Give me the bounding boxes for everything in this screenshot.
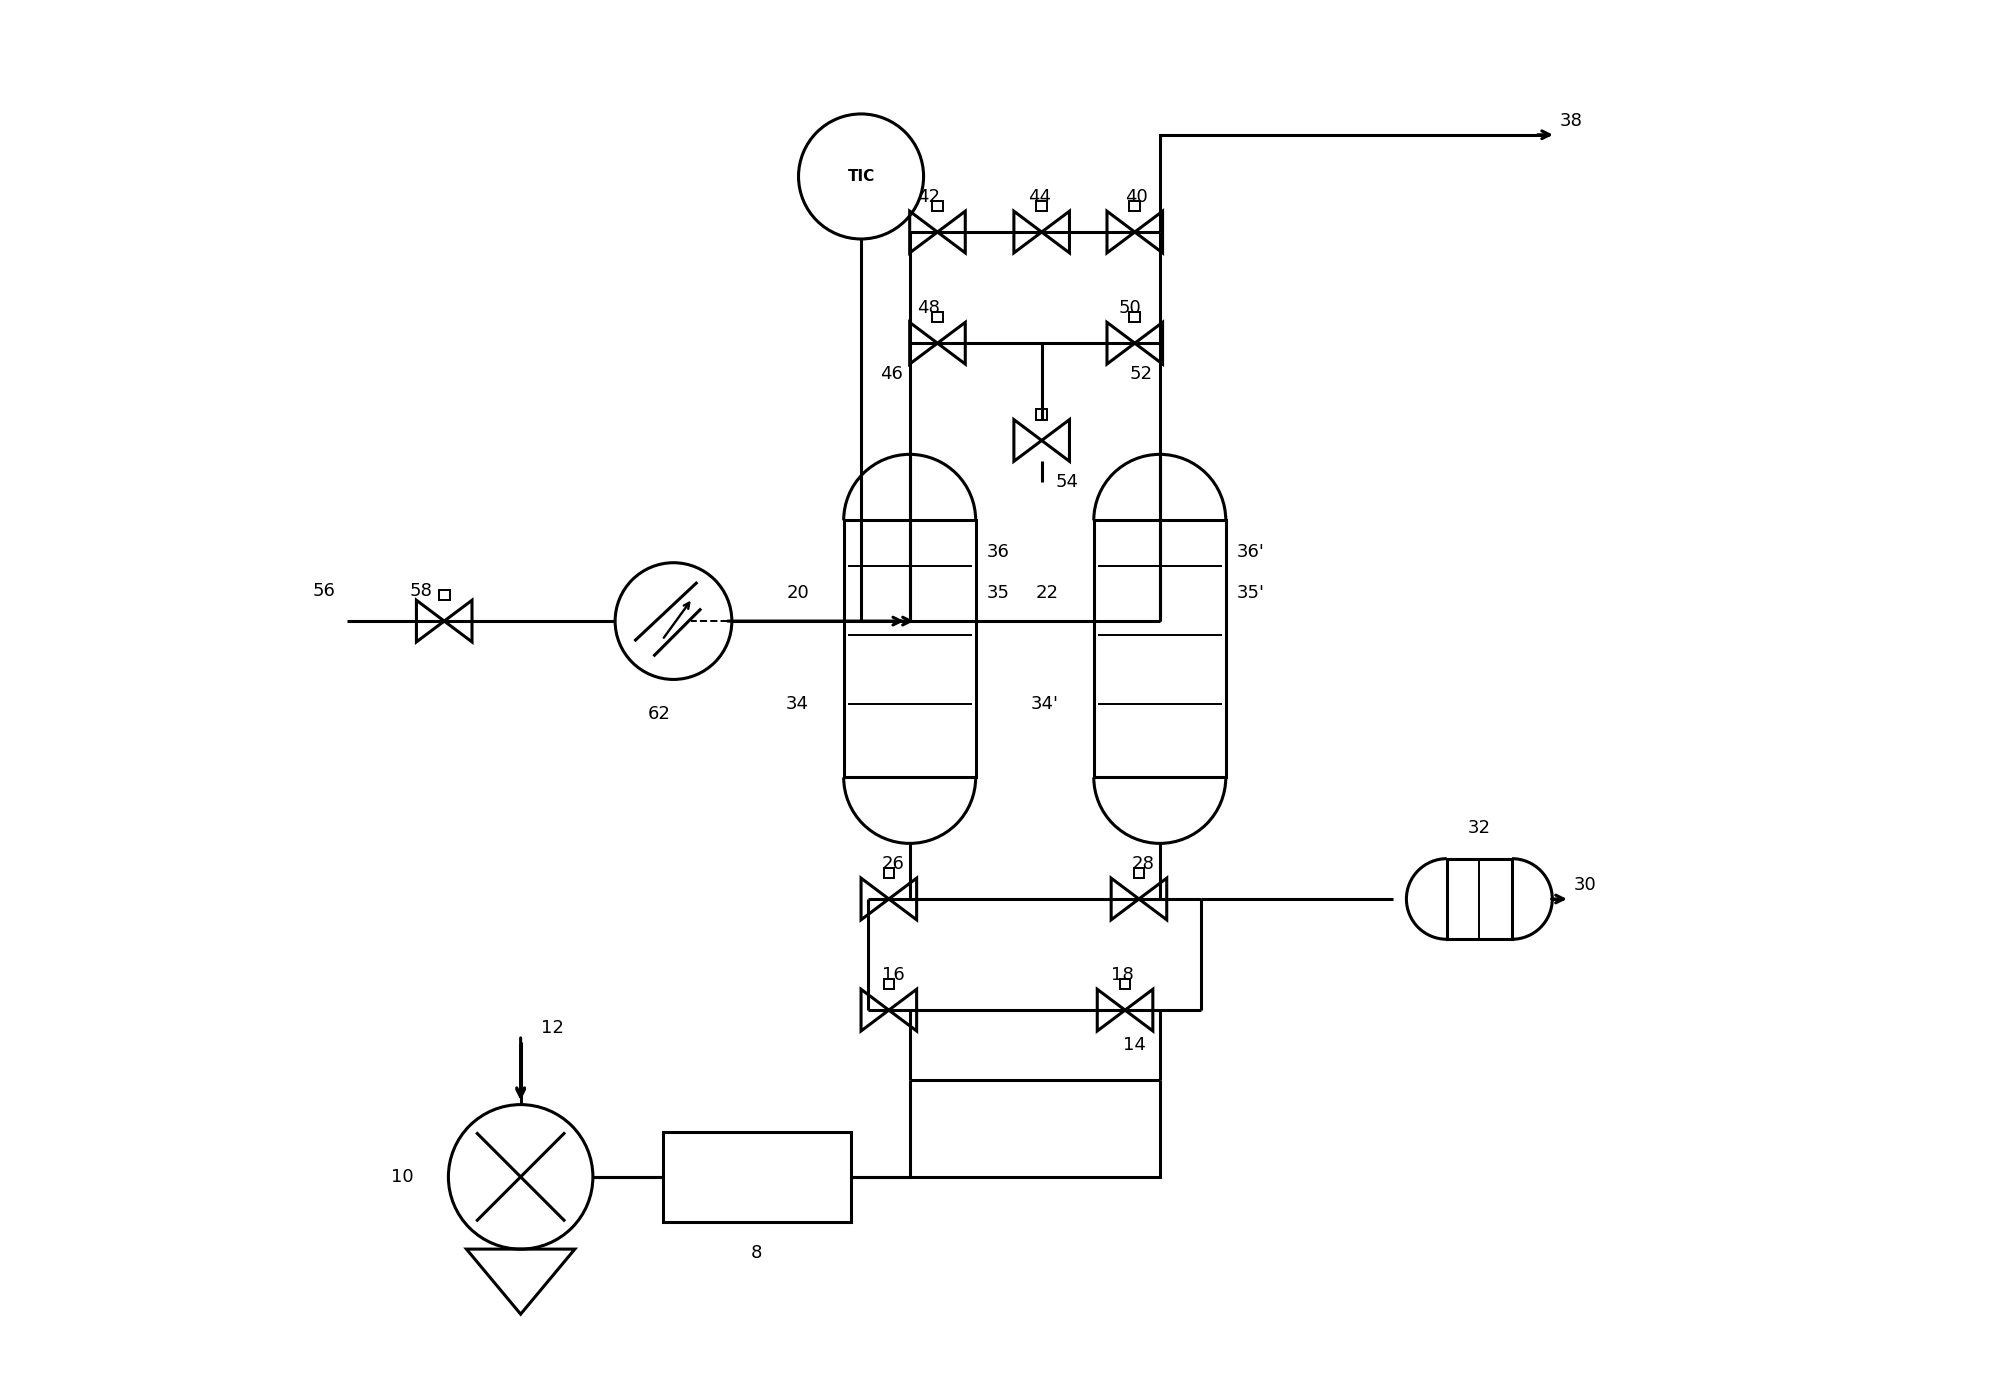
Bar <box>1130 201 1140 211</box>
Bar <box>1446 859 1512 939</box>
Text: TIC: TIC <box>848 169 874 184</box>
Bar <box>932 312 942 322</box>
Text: 22: 22 <box>1036 585 1060 603</box>
Bar <box>1130 312 1140 322</box>
Text: 36: 36 <box>986 543 1010 561</box>
Text: 10: 10 <box>392 1168 414 1186</box>
Text: 20: 20 <box>786 585 808 603</box>
Bar <box>844 520 976 777</box>
Text: 58: 58 <box>410 582 432 600</box>
Bar <box>884 868 894 877</box>
Text: 40: 40 <box>1126 188 1148 206</box>
Text: 14: 14 <box>1124 1036 1146 1053</box>
Bar <box>438 590 450 600</box>
Text: 28: 28 <box>1132 855 1154 873</box>
Text: 34: 34 <box>786 696 808 713</box>
Text: 54: 54 <box>1056 473 1078 491</box>
Text: 52: 52 <box>1130 364 1152 382</box>
Bar <box>1036 201 1046 211</box>
Text: 38: 38 <box>1560 112 1582 130</box>
Text: 42: 42 <box>916 188 940 206</box>
Text: 36': 36' <box>1236 543 1264 561</box>
Text: 35': 35' <box>1236 585 1264 603</box>
Text: 35: 35 <box>986 585 1010 603</box>
Text: 12: 12 <box>542 1020 564 1038</box>
Text: 56: 56 <box>312 582 336 600</box>
Bar <box>884 979 894 989</box>
Text: 62: 62 <box>648 706 672 723</box>
Bar <box>1120 979 1130 989</box>
Text: 8: 8 <box>752 1243 762 1261</box>
Bar <box>1036 409 1046 420</box>
Bar <box>1134 868 1144 877</box>
Text: 18: 18 <box>1112 967 1134 985</box>
Bar <box>664 1131 850 1222</box>
Text: 46: 46 <box>880 364 902 382</box>
Text: 34': 34' <box>1032 696 1060 713</box>
Text: 32: 32 <box>1468 819 1490 837</box>
Text: 26: 26 <box>882 855 904 873</box>
Text: 44: 44 <box>1028 188 1050 206</box>
Bar <box>932 201 942 211</box>
Bar <box>1094 520 1226 777</box>
Text: 16: 16 <box>882 967 904 985</box>
Text: 50: 50 <box>1118 300 1140 318</box>
Text: 30: 30 <box>1574 876 1596 894</box>
Text: 48: 48 <box>916 300 940 318</box>
